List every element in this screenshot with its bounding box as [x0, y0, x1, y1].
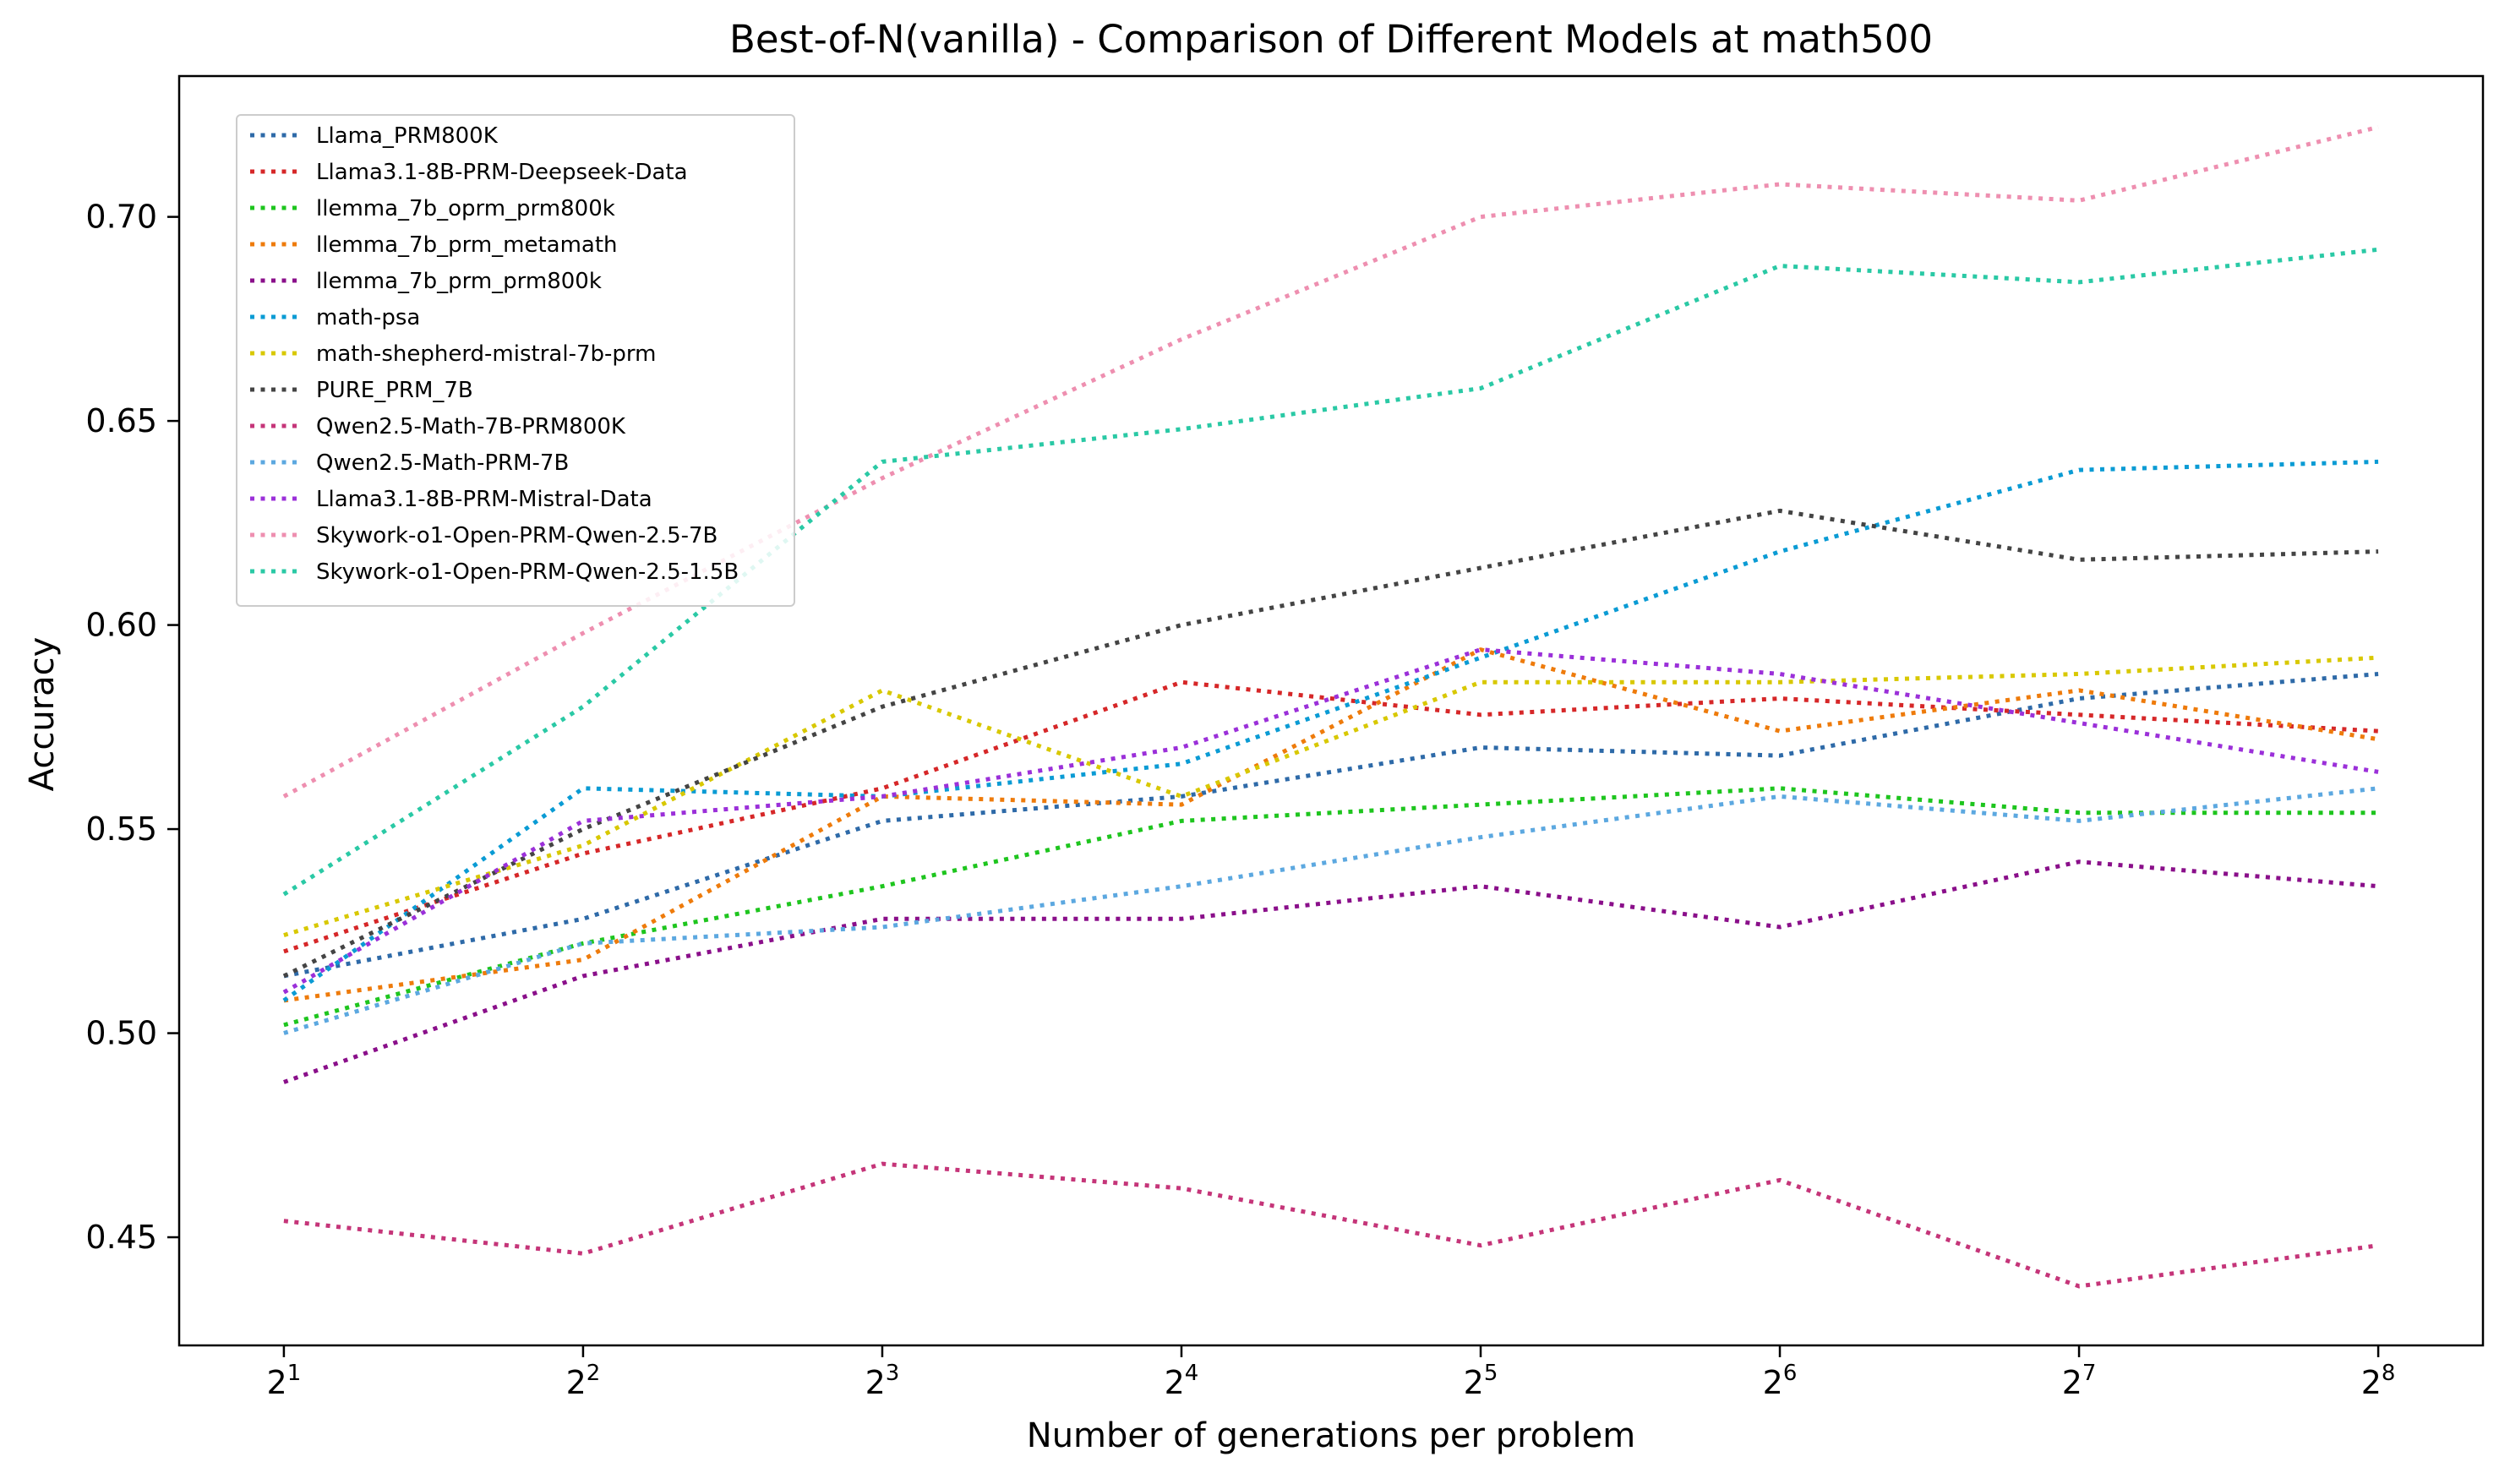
series-line-llemma-7b-oprm-prm800k	[283, 786, 2379, 1028]
series-line-llama3-1-8b-prm-deepseek-data	[283, 679, 2379, 954]
x-tick-label: 23	[865, 1361, 900, 1401]
series-line-llama-prm800k	[283, 672, 2379, 979]
y-tick-label: 0.65	[85, 402, 157, 439]
x-tick-label: 25	[1464, 1361, 1498, 1401]
legend-item: Llama_PRM800K	[250, 123, 499, 149]
series-line-pure-prm-7b	[282, 508, 2379, 979]
legend-item: math-shepherd-mistral-7b-prm	[250, 341, 656, 367]
legend-item: Llama3.1-8B-PRM-Mistral-Data	[250, 487, 652, 512]
y-tick-label: 0.55	[85, 810, 157, 848]
legend-label: Qwen2.5-Math-7B-PRM800K	[316, 414, 626, 439]
legend-item: Llama3.1-8B-PRM-Deepseek-Data	[250, 160, 688, 185]
series-line-llemma-7b-prm-metamath	[283, 647, 2379, 1003]
legend: Llama_PRM800K Llama3.1-8B-PRM-Deepseek-Da…	[236, 114, 795, 607]
legend-item: Qwen2.5-Math-7B-PRM800K	[250, 414, 626, 439]
x-tick-label: 28	[2361, 1361, 2396, 1401]
legend-item: llemma_7b_oprm_prm800k	[250, 196, 615, 221]
x-axis-label: Number of generations per problem	[1027, 1416, 1635, 1455]
legend-label: Llama3.1-8B-PRM-Mistral-Data	[316, 487, 652, 512]
series-line-skywork-o1-open-prm-qwen-2-5-7b	[282, 124, 2379, 799]
legend-item: llemma_7b_prm_metamath	[250, 232, 618, 258]
y-tick-label: 0.50	[85, 1015, 157, 1052]
y-tick-label: 0.70	[85, 199, 157, 236]
legend-label: math-shepherd-mistral-7b-prm	[316, 341, 656, 367]
y-axis: 0.45 0.50 0.55 0.60 0.65 0.70	[85, 199, 179, 1256]
legend-label: Skywork-o1-Open-PRM-Qwen-2.5-7B	[316, 523, 718, 548]
plot-frame	[177, 74, 2485, 1347]
series-line-qwen2-5-math-prm-7b	[283, 786, 2379, 1035]
x-tick-label: 27	[2062, 1361, 2097, 1401]
legend-item: Skywork-o1-Open-PRM-Qwen-2.5-1.5B	[250, 559, 739, 585]
legend-label: llemma_7b_prm_prm800k	[316, 269, 602, 294]
x-tick-label: 24	[1165, 1361, 1199, 1401]
legend-label: Llama3.1-8B-PRM-Deepseek-Data	[316, 160, 688, 185]
legend-item: Skywork-o1-Open-PRM-Qwen-2.5-7B	[250, 523, 718, 548]
series-line-math-psa	[282, 459, 2379, 1002]
legend-item: PURE_PRM_7B	[250, 378, 473, 403]
legend-box	[236, 114, 795, 607]
legend-label: Llama_PRM800K	[316, 123, 499, 149]
legend-item: llemma_7b_prm_prm800k	[250, 269, 602, 294]
x-tick-label: 26	[1763, 1361, 1798, 1401]
legend-item: Qwen2.5-Math-PRM-7B	[250, 450, 569, 476]
y-axis-label: Accuracy	[23, 637, 62, 792]
legend-label: llemma_7b_prm_metamath	[316, 232, 618, 258]
x-tick-label: 21	[267, 1361, 302, 1401]
legend-label: llemma_7b_oprm_prm800k	[316, 196, 615, 221]
y-tick-label: 0.60	[85, 607, 157, 644]
y-tick-label: 0.45	[85, 1219, 157, 1256]
series-line-qwen2-5-math-7b-prm800k	[283, 1161, 2379, 1289]
legend-label: PURE_PRM_7B	[316, 378, 473, 403]
series-line-skywork-o1-open-prm-qwen-2-5-1-5b	[282, 247, 2379, 897]
plot-lines	[282, 124, 2379, 1289]
legend-label: math-psa	[316, 305, 420, 330]
legend-item: math-psa	[250, 305, 420, 330]
x-axis: 21 22 23 24 25 26 27 28	[267, 1345, 2396, 1401]
legend-label: Skywork-o1-Open-PRM-Qwen-2.5-1.5B	[316, 559, 739, 585]
x-tick-label: 22	[566, 1361, 601, 1401]
chart-title: Best-of-N(vanilla) - Comparison of Diffe…	[729, 17, 1933, 62]
series-line-llama3-1-8b-prm-mistral-data	[282, 647, 2379, 995]
legend-label: Qwen2.5-Math-PRM-7B	[316, 450, 569, 476]
